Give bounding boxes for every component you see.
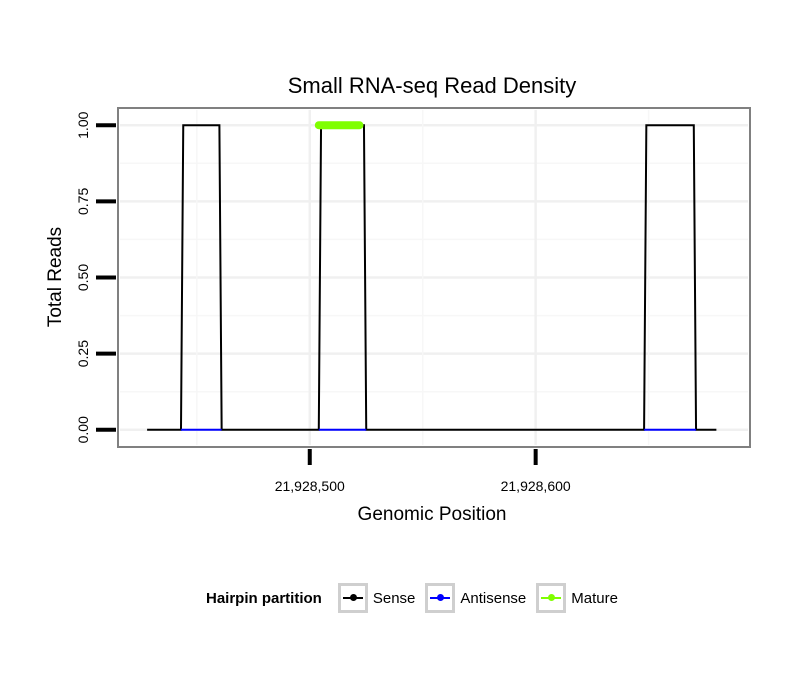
legend: Hairpin partition Sense Antisense Mature [0, 578, 810, 618]
y-tick-label: 1.00 [75, 111, 91, 138]
y-axis: 0.00 0.25 0.50 0.75 1.00 [75, 111, 116, 443]
legend-item-sense: Sense [337, 583, 420, 613]
y-axis-title: Total Reads [45, 227, 66, 327]
legend-label-mature: Mature [571, 589, 618, 607]
chart-title: Small RNA-seq Read Density [288, 73, 577, 98]
y-tick-label: 0.00 [75, 416, 91, 443]
legend-item-mature: Mature [536, 583, 622, 613]
x-tick-label: 21,928,500 [275, 478, 345, 494]
y-tick-label: 0.50 [75, 264, 91, 291]
x-tick-label: 21,928,600 [501, 478, 571, 494]
grid [120, 110, 748, 445]
y-tick-label: 0.75 [75, 188, 91, 215]
series-layer [147, 121, 717, 431]
y-tick-label: 0.25 [75, 340, 91, 367]
x-axis: 21,928,500 21,928,600 [275, 449, 571, 494]
x-axis-title: Genomic Position [358, 504, 507, 525]
plot-panel-border [117, 107, 751, 448]
legend-title: Hairpin partition [206, 589, 322, 607]
legend-key-antisense [425, 583, 456, 613]
legend-label-sense: Sense [372, 589, 416, 607]
legend-key-mature [536, 583, 567, 613]
legend-item-antisense: Antisense [425, 583, 530, 613]
legend-key-sense [337, 583, 368, 613]
legend-label-antisense: Antisense [460, 589, 527, 607]
